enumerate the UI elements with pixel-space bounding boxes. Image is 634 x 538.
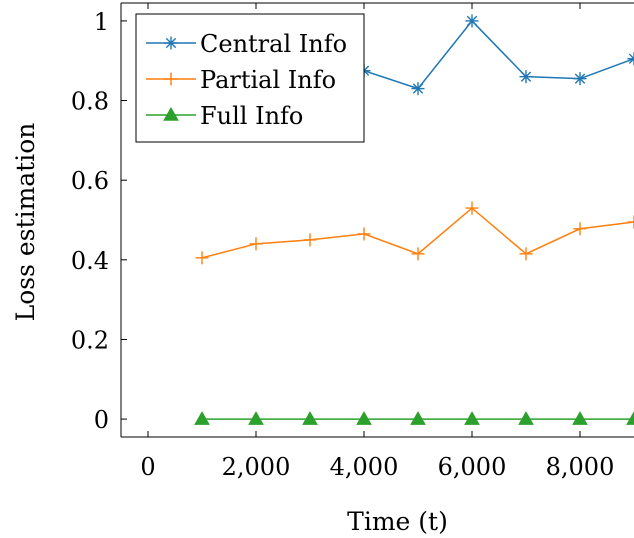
series-partial-info (196, 202, 634, 265)
data-point (574, 72, 587, 85)
data-point (196, 251, 209, 264)
y-tick-label: 0 (94, 406, 109, 434)
legend-label: Central Info (200, 30, 347, 58)
x-tick-label: 6,000 (438, 453, 507, 481)
data-point (573, 412, 587, 424)
data-point (250, 237, 263, 250)
y-tick-label: 0.2 (71, 326, 109, 354)
data-point (195, 412, 209, 424)
legend-label: Full Info (200, 102, 303, 130)
data-point (412, 82, 425, 95)
x-tick-label: 2,000 (222, 453, 291, 481)
legend: Central Info Partial Info Full Info (136, 14, 364, 142)
y-tick-label: 0.8 (71, 88, 109, 116)
x-tick-label: 8,000 (546, 453, 615, 481)
x-tick-label: 4,000 (330, 453, 399, 481)
data-point (465, 412, 479, 424)
data-point (520, 70, 533, 83)
data-point (249, 412, 263, 424)
series-full-info (195, 412, 634, 424)
legend-marker (165, 37, 178, 50)
data-point (411, 412, 425, 424)
y-axis-label: Loss estimation (11, 123, 40, 322)
data-point (466, 14, 479, 27)
data-point (357, 412, 371, 424)
x-tick-label: 0 (140, 453, 155, 481)
data-point (628, 215, 634, 228)
data-point (628, 52, 634, 65)
data-point (358, 227, 371, 240)
x-axis-label: Time (t) (347, 507, 448, 536)
data-point (627, 412, 634, 424)
data-point (303, 412, 317, 424)
y-tick-label: 0.6 (71, 167, 109, 195)
data-point (304, 233, 317, 246)
data-point (519, 412, 533, 424)
y-tick-label: 0.4 (71, 247, 109, 275)
data-point (574, 222, 587, 235)
y-tick-label: 1 (94, 8, 109, 36)
legend-label: Partial Info (200, 66, 336, 94)
